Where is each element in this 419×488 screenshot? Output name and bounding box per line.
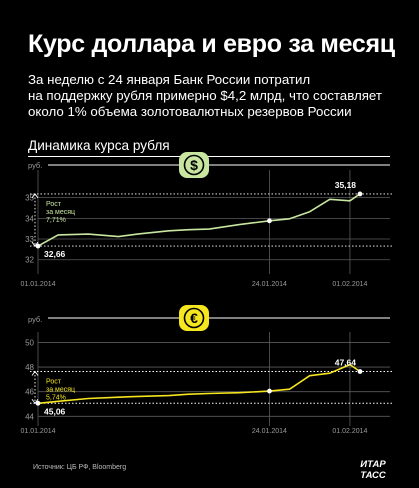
y-tick-label: 32 (25, 256, 34, 265)
x-tick-label: 01.02.2014 (332, 428, 367, 435)
euro-icon: € (190, 310, 198, 326)
currency-coin (183, 154, 205, 176)
unit-label: руб. (28, 161, 42, 170)
x-tick-label: 01.02.2014 (332, 281, 367, 288)
data-point (357, 191, 363, 197)
x-tick-label: 24.01.2014 (252, 428, 287, 435)
svg-text:ТАСС: ТАСС (360, 470, 386, 480)
growth-label: Рост за месяц 5,74% (46, 379, 75, 402)
series-line (37, 363, 361, 405)
end-value-label: 35,18 (335, 180, 357, 190)
subtitle-line: на поддержку рубля примерно $4,2 млрд, ч… (28, 88, 382, 103)
start-value-label: 32,66 (44, 249, 66, 259)
y-tick-label: 33 (25, 235, 34, 244)
y-tick-label: 34 (25, 214, 34, 223)
x-tick-label: 01.01.2014 (20, 281, 55, 288)
growth-label-line: 7,71% (46, 217, 66, 224)
data-point (35, 243, 41, 249)
unit-label: руб. (28, 315, 42, 324)
growth-label-line: 5,74% (46, 395, 66, 402)
start-value-label: 45,06 (44, 406, 66, 416)
source-note: Источник: ЦБ РФ, Bloomberg (33, 464, 127, 471)
subtitle-line: около 1% объема золотовалютных резервов … (28, 104, 352, 119)
growth-arrowhead-down (31, 241, 39, 247)
section-divider (28, 156, 390, 157)
end-value-label: 47,64 (335, 358, 357, 368)
y-tick-label: 48 (25, 363, 34, 372)
growth-label-line: за месяц (46, 209, 75, 216)
currency-coin (183, 307, 205, 329)
data-point (35, 400, 41, 406)
data-point (267, 218, 272, 224)
itar-tass-logo: ИТАР ТАСС (360, 459, 386, 480)
y-tick-label: 44 (25, 412, 34, 421)
data-point (357, 369, 363, 374)
growth-arrowhead-up (31, 193, 39, 199)
x-tick-label: 24.01.2014 (252, 281, 287, 288)
growth-label-line: Рост (46, 201, 62, 208)
section-title: Динамика курса рубля (28, 138, 170, 153)
usd-chart: 32 33 34 35 01.01.2014 24.01.2014 01.02.2014 ру… (20, 152, 392, 288)
subtitle-line: За неделю с 24 января Банк России потрат… (28, 72, 311, 87)
series-line (37, 193, 361, 247)
growth-label-line: за месяц (46, 387, 75, 394)
page-title: Курс доллара и евро за месяц (28, 30, 395, 58)
dollar-icon: $ (190, 157, 198, 173)
growth-arrowhead-up (31, 370, 39, 376)
y-tick-label: 50 (25, 338, 34, 347)
y-tick-label: 46 (25, 388, 34, 397)
y-tick-label: 35 (25, 194, 34, 203)
growth-label: Рост за месяц 7,71% (46, 201, 75, 224)
subtitle: За неделю с 24 января Банк России потрат… (28, 72, 408, 120)
growth-arrowhead-down (31, 398, 39, 405)
svg-text:ИТАР: ИТАР (360, 459, 386, 470)
eur-chart: 44 46 48 50 01.01.2014 24.01.2014 01.02.2014 ру… (20, 305, 392, 435)
x-tick-label: 01.01.2014 (20, 428, 55, 435)
data-point (267, 388, 272, 394)
growth-label-line: Рост (46, 379, 62, 386)
